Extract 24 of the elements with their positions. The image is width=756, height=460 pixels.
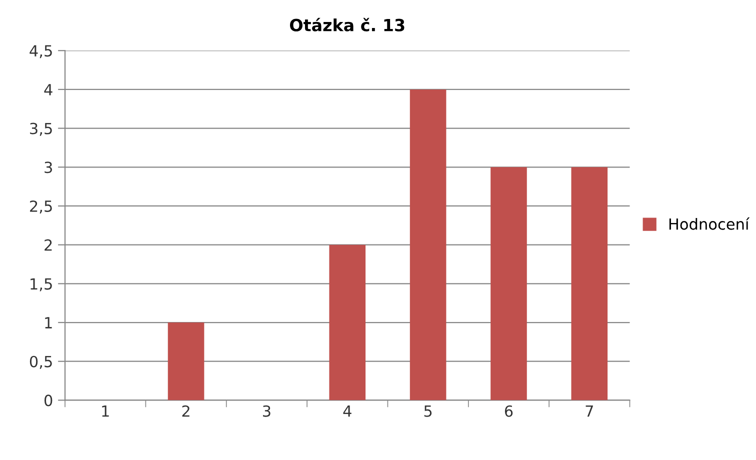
bar <box>168 322 204 400</box>
y-tick-label: 1,5 <box>30 278 52 292</box>
chart-title: Otázka č. 13 <box>290 18 404 32</box>
y-tick-label: 2 <box>44 239 52 251</box>
y-tick-label: 4 <box>44 84 52 96</box>
y-tick-label: 1 <box>45 317 52 328</box>
y-tick-label: 0,5 <box>30 356 52 369</box>
x-tick-label: 7 <box>586 406 593 417</box>
x-tick-label: 5 <box>424 406 432 417</box>
x-tick-label: 4 <box>343 406 352 417</box>
x-tick-label: 1 <box>102 406 109 417</box>
x-tick-label: 2 <box>182 405 190 417</box>
bar <box>571 167 608 400</box>
x-tick-label: 6 <box>504 405 513 417</box>
y-tick-label: 3,5 <box>30 122 52 136</box>
bar <box>410 89 446 400</box>
y-tick-label: 2,5 <box>30 200 52 214</box>
bar <box>329 244 366 400</box>
y-tick-label: 3 <box>44 162 52 174</box>
y-tick-label: 0 <box>44 394 52 406</box>
bar <box>490 167 527 400</box>
legend-label: Hodnocení <box>669 217 750 230</box>
y-tick-label: 4,5 <box>30 45 52 58</box>
x-tick-label: 3 <box>263 405 270 417</box>
